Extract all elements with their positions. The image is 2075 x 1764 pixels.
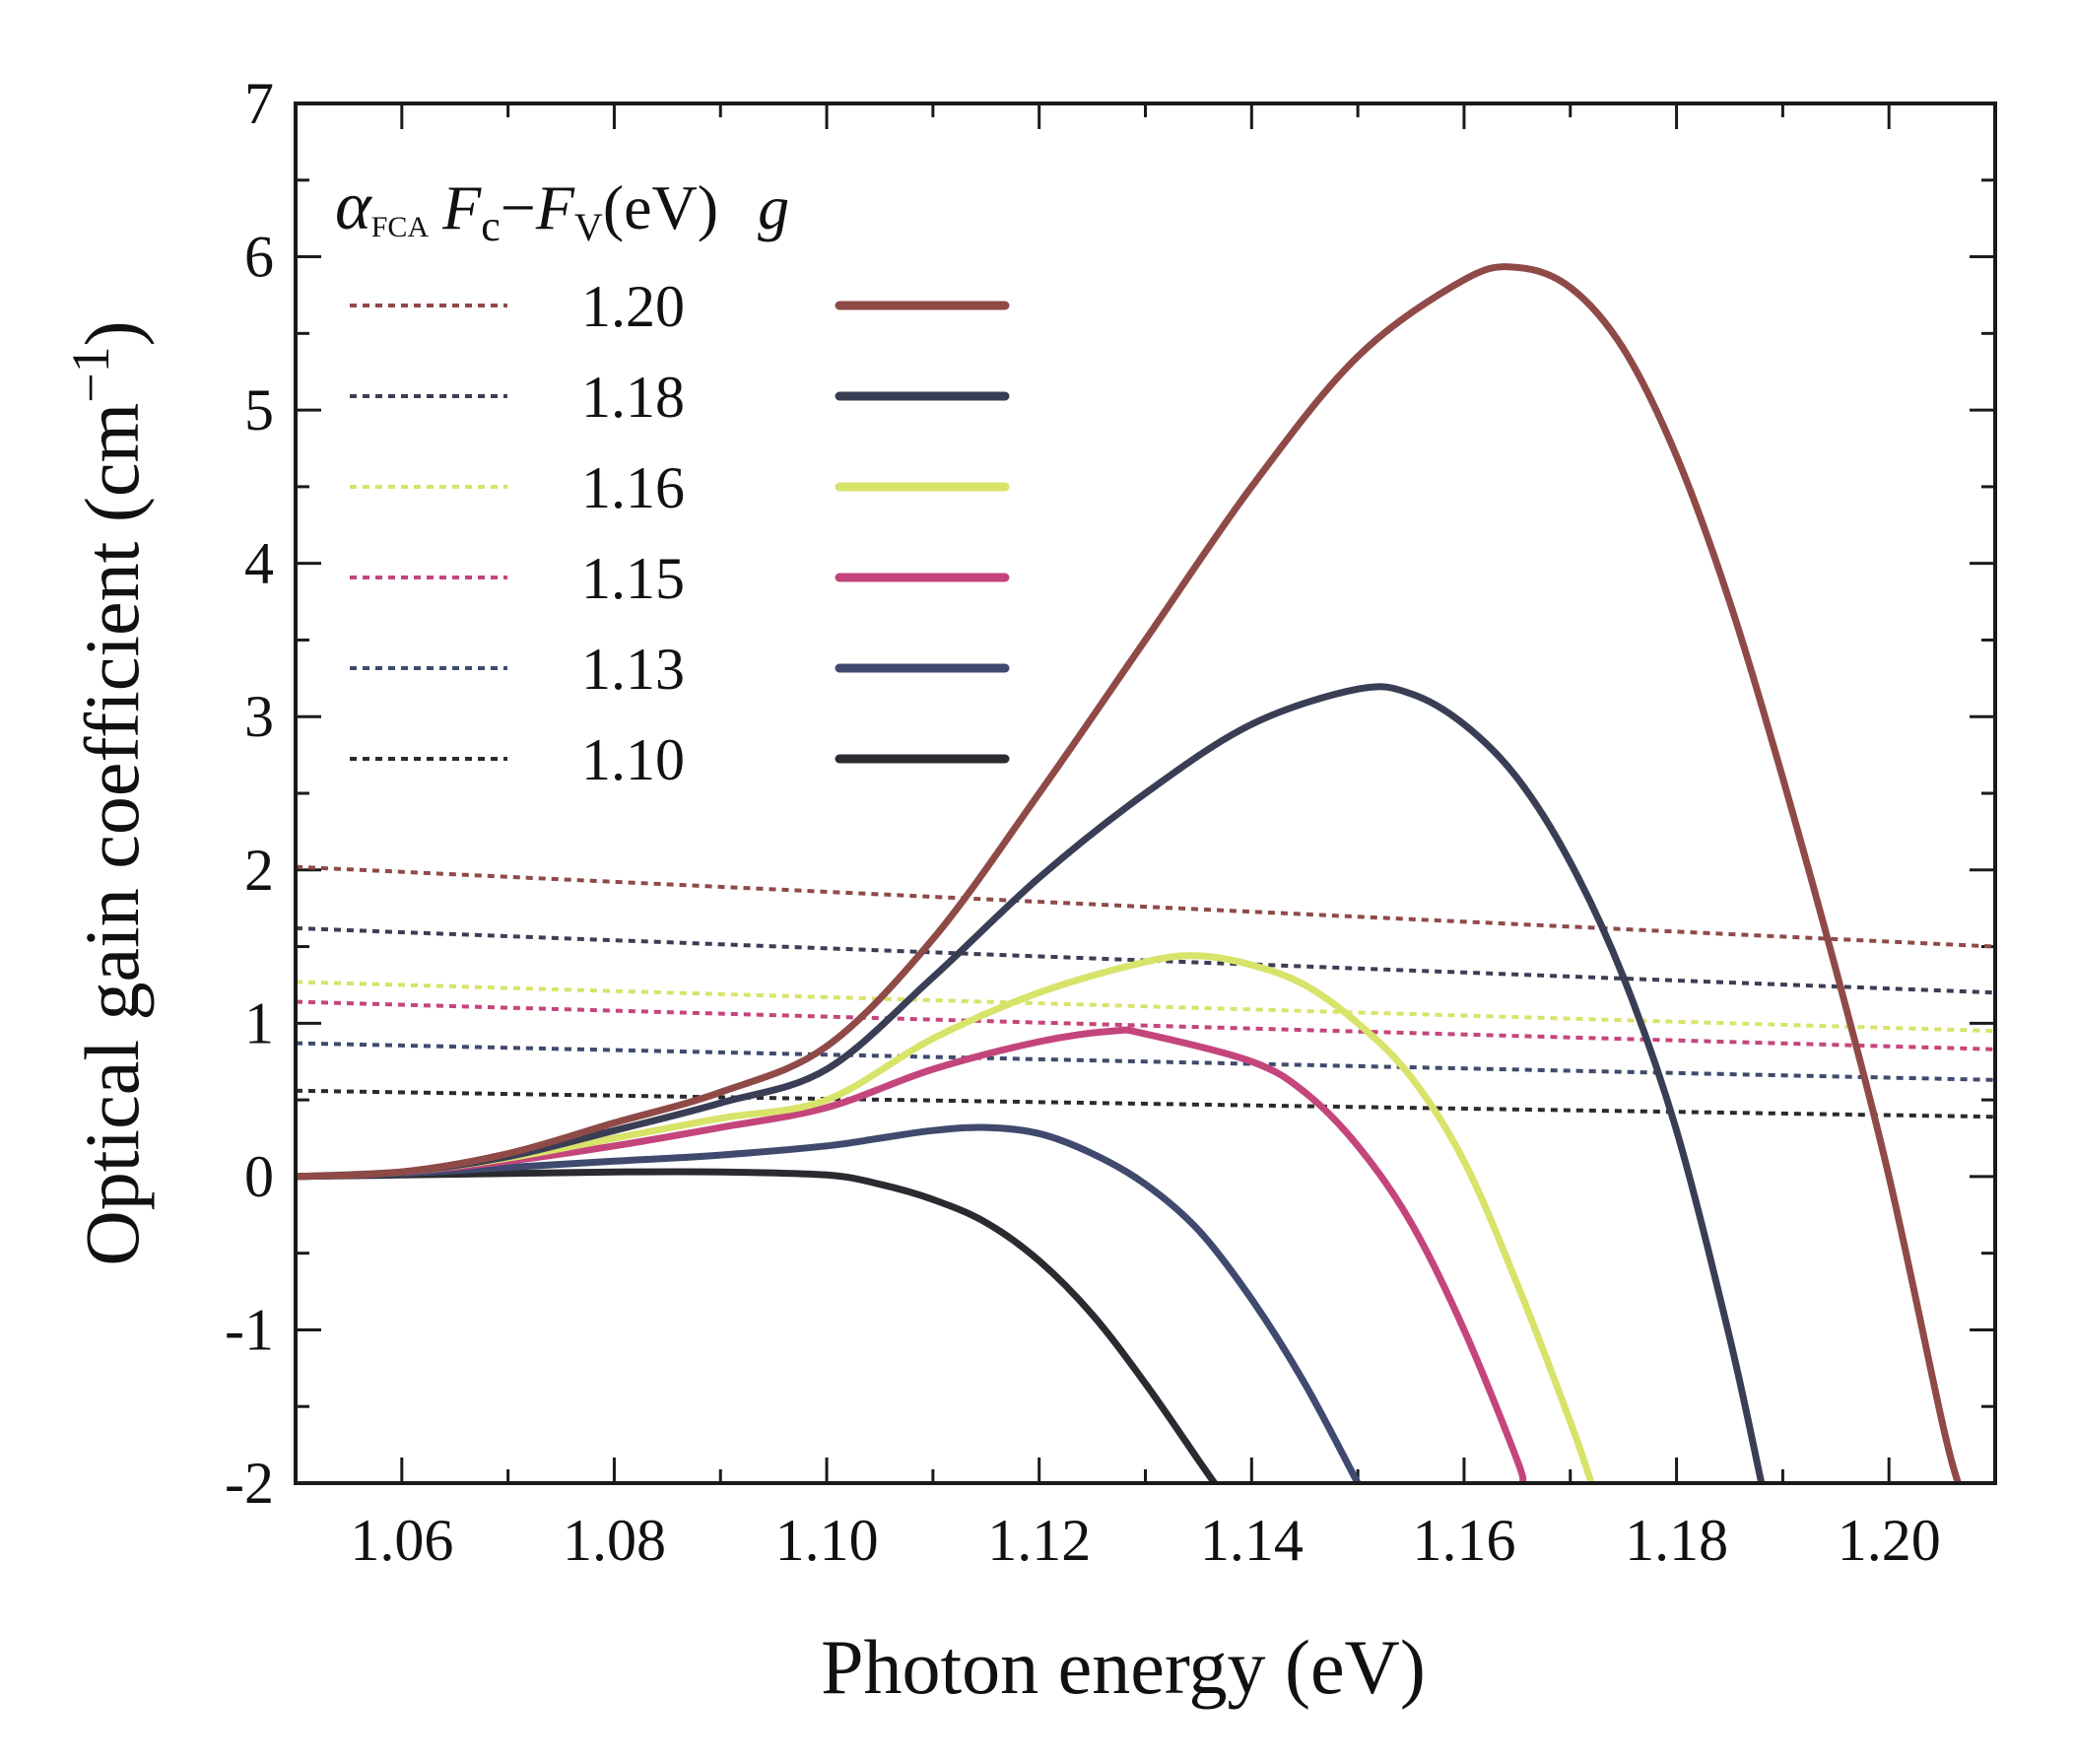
legend-fc: F	[441, 172, 482, 242]
x-tick-label: 1.14	[1200, 1508, 1304, 1573]
legend-fc-sub: c	[481, 202, 501, 250]
x-tick-label: 1.18	[1625, 1508, 1728, 1573]
gain-curve-1-15	[296, 1026, 1527, 1483]
fca-lines	[296, 864, 1995, 1119]
legend-value: 1.10	[581, 727, 685, 792]
y-tick-label: 3	[244, 684, 274, 749]
gain-curves	[296, 263, 1962, 1483]
gain-curve-1-16	[296, 952, 1595, 1483]
legend-value: 1.18	[581, 365, 685, 430]
y-tick-label: 6	[244, 225, 274, 290]
fca-line-1-13	[296, 1041, 1995, 1082]
gain-curve-1-10	[296, 1168, 1219, 1483]
plot-frame	[294, 102, 1997, 1485]
y-tick-label: 1	[244, 990, 274, 1055]
x-tick-label: 1.12	[987, 1508, 1091, 1573]
y-axis-title: Optical gain coefficient (cm−1)	[61, 320, 155, 1265]
y-tick-label: 0	[244, 1144, 274, 1209]
legend-alpha: α	[335, 169, 372, 244]
legend-fv: F	[535, 172, 575, 242]
legend-value: 1.15	[581, 546, 685, 611]
legend-value: 1.13	[581, 637, 685, 702]
tick-labels: 1.06 1.08 1.10 1.12 1.14 1.16 1.18 1.20 -2 -1 0 1 2 3…	[225, 71, 1941, 1573]
legend-value: 1.16	[581, 455, 685, 520]
x-tick-label: 1.20	[1838, 1508, 1941, 1573]
fca-line-1-20	[296, 864, 1995, 949]
fca-line-1-16	[296, 980, 1995, 1034]
legend-dash: −	[501, 172, 536, 242]
x-tick-label: 1.10	[775, 1508, 879, 1573]
y-tick-label: -1	[225, 1297, 274, 1362]
legend-alpha-sub: FCA	[371, 211, 430, 243]
legend-g: g	[758, 172, 789, 242]
gain-curve-1-13	[296, 1123, 1362, 1483]
y-axis-title-main: Optical gain coefficient (cm	[69, 403, 155, 1266]
x-tick-label: 1.08	[563, 1508, 666, 1573]
x-tick-label: 1.06	[350, 1508, 453, 1573]
legend-header: αFCA Fc−FV(eV) g	[335, 169, 789, 250]
gain-curve-1-20	[296, 263, 1962, 1483]
y-axis-title-sup: −1	[61, 346, 120, 402]
gain-curve-1-18	[296, 683, 1766, 1483]
x-axis-title: Photon energy (eV)	[821, 1624, 1426, 1710]
y-tick-label: -2	[225, 1451, 274, 1516]
y-tick-label: 4	[244, 531, 274, 596]
legend-fv-sub: V	[574, 205, 603, 249]
x-tick-label: 1.16	[1412, 1508, 1515, 1573]
y-tick-label: 5	[244, 377, 274, 442]
legend: 1.20 1.18 1.16 1.15 1.13 1.10	[350, 274, 1010, 792]
fca-line-1-10	[296, 1088, 1995, 1119]
y-axis-title-close: )	[69, 320, 155, 346]
fca-line-1-15	[296, 999, 1995, 1052]
legend-value: 1.20	[581, 274, 685, 339]
y-tick-label: 7	[244, 71, 274, 136]
y-tick-label: 2	[244, 838, 274, 903]
legend-unit: (eV)	[603, 172, 718, 242]
